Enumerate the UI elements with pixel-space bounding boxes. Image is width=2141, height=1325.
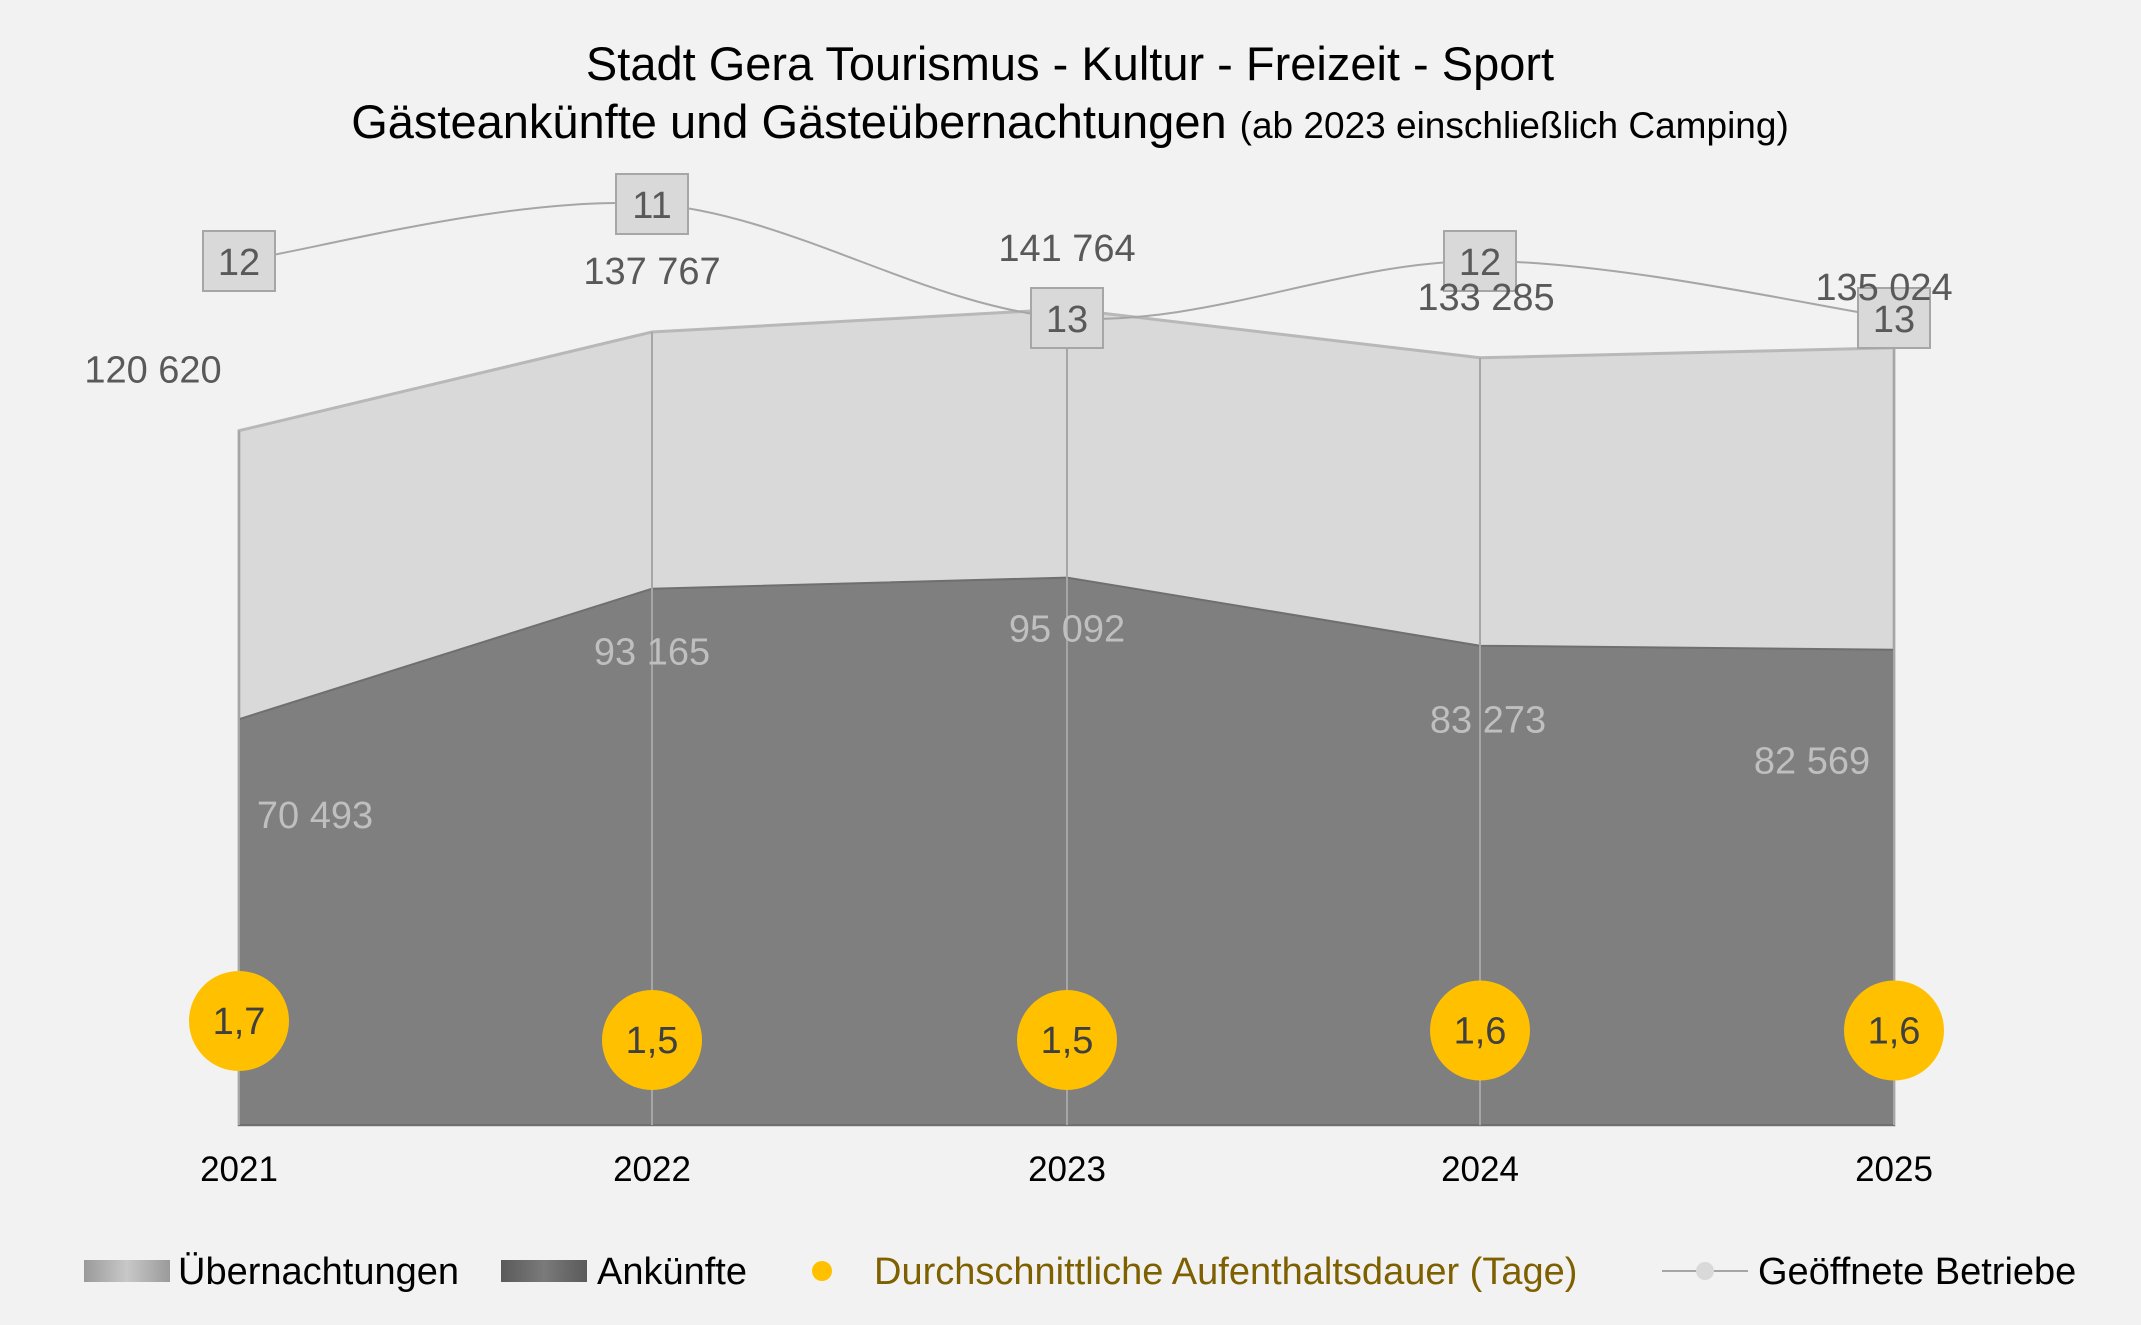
betriebe-label-2025: 13 — [1873, 299, 1915, 341]
legend-label-uebernachtungen: Übernachtungen — [178, 1251, 459, 1293]
uebernachtungen-label-2021: 120 620 — [84, 350, 221, 392]
x-tick-label-2024: 2024 — [1441, 1150, 1519, 1189]
legend-marker-aufenthaltsdauer — [812, 1261, 832, 1281]
chart-title: Stadt Gera Tourismus - Kultur - Freizeit… — [586, 37, 1554, 90]
x-tick-label-2022: 2022 — [613, 1150, 691, 1189]
legend-swatch-ankuenfte — [501, 1260, 587, 1282]
betriebe-label-2022: 11 — [632, 185, 671, 227]
x-tick-label-2023: 2023 — [1028, 1150, 1106, 1189]
betriebe-box-2021 — [202, 230, 276, 292]
ankuenfte-label-2021: 70 493 — [257, 795, 373, 837]
uebernachtungen-label-2025: 135 024 — [1815, 267, 1952, 309]
ankuenfte-label-2024: 83 273 — [1430, 700, 1546, 742]
legend-label-aufenthaltsdauer: Durchschnittliche Aufenthaltsdauer (Tage… — [874, 1251, 1577, 1293]
aufenthaltsdauer-marker-2022 — [602, 990, 702, 1090]
legend-label-ankuenfte: Ankünfte — [597, 1251, 747, 1293]
legend-marker-betriebe — [1696, 1262, 1714, 1280]
chart-subtitle-main: Gästeankünfte und Gästeübernachtungen — [351, 95, 1226, 148]
aufenthaltsdauer-label-2023: 1,5 — [1041, 1020, 1094, 1062]
aufenthaltsdauer-marker-2024 — [1430, 980, 1530, 1081]
chart-subtitle: Gästeankünfte und Gästeübernachtungen (a… — [351, 95, 1789, 148]
aufenthaltsdauer-marker-2023 — [1017, 990, 1117, 1090]
ankuenfte-label-2025: 82 569 — [1754, 741, 1870, 783]
legend: Übernachtungen Ankünfte Durchschnittlich… — [84, 1251, 2076, 1293]
legend-swatch-uebernachtungen — [84, 1260, 170, 1282]
aufenthaltsdauer-label-2021: 1,7 — [213, 1001, 266, 1043]
betriebe-box-2024 — [1443, 230, 1517, 292]
x-tick-label-2025: 2025 — [1855, 1150, 1933, 1189]
ankuenfte-label-2022: 93 165 — [594, 632, 710, 674]
aufenthaltsdauer-label-2025: 1,6 — [1868, 1011, 1921, 1053]
betriebe-label-2023: 13 — [1046, 299, 1088, 341]
uebernachtungen-label-2022: 137 767 — [583, 251, 720, 293]
plot-area: 12 11 13 12 13 120 620 137 767 141 764 133 285 13… — [84, 173, 1953, 1189]
betriebe-label-2024: 12 — [1459, 242, 1501, 284]
aufenthaltsdauer-marker-2025 — [1844, 980, 1944, 1081]
aufenthaltsdauer-marker-2021 — [189, 971, 289, 1071]
betriebe-box-2025 — [1857, 287, 1931, 349]
betriebe-label-2021: 12 — [218, 242, 260, 284]
legend-label-betriebe: Geöffnete Betriebe — [1758, 1251, 2076, 1293]
aufenthaltsdauer-label-2024: 1,6 — [1454, 1011, 1507, 1053]
uebernachtungen-label-2024: 133 285 — [1417, 277, 1554, 319]
betriebe-box-2023 — [1030, 287, 1104, 349]
chart-subtitle-note: (ab 2023 einschließlich Camping) — [1240, 105, 1789, 146]
ankuenfte-label-2023: 95 092 — [1009, 609, 1125, 651]
betriebe-box-2022 — [615, 173, 689, 235]
aufenthaltsdauer-label-2022: 1,5 — [626, 1020, 679, 1062]
x-tick-label-2021: 2021 — [200, 1150, 278, 1189]
uebernachtungen-label-2023: 141 764 — [998, 228, 1135, 270]
